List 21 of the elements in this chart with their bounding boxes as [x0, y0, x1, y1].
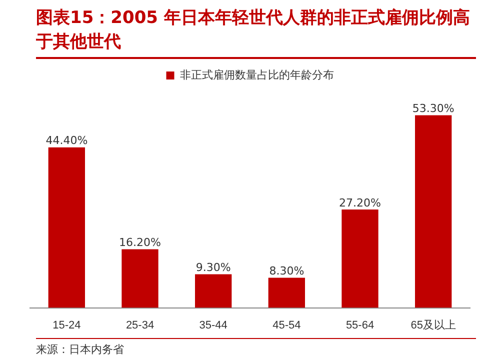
source-note: 来源：日本内务省 [36, 338, 476, 357]
x-tick-label: 35-44 [199, 319, 228, 332]
x-tick-label: 25-34 [126, 319, 154, 332]
bar [122, 249, 158, 308]
data-label: 27.20% [339, 196, 381, 210]
bar [342, 210, 378, 308]
bar [268, 278, 305, 308]
data-label: 44.40% [46, 134, 88, 148]
chart-title: 图表15：2005 年日本年轻世代人群的非正式雇佣比例高于其他世代 [36, 6, 476, 59]
data-label: 8.30% [269, 264, 304, 278]
data-label: 9.30% [196, 261, 231, 274]
x-tick-label: 65及以上 [410, 318, 456, 332]
bar [195, 274, 232, 308]
data-label: 16.20% [119, 236, 161, 250]
legend-label: 非正式雇佣数量占比的年龄分布 [180, 68, 334, 82]
x-tick-label: 55-64 [346, 319, 374, 332]
x-tick-label: 15-24 [52, 319, 81, 332]
data-label: 53.30% [412, 102, 454, 116]
bar [48, 147, 85, 308]
bar [415, 115, 452, 308]
x-tick-label: 45-54 [272, 319, 301, 332]
